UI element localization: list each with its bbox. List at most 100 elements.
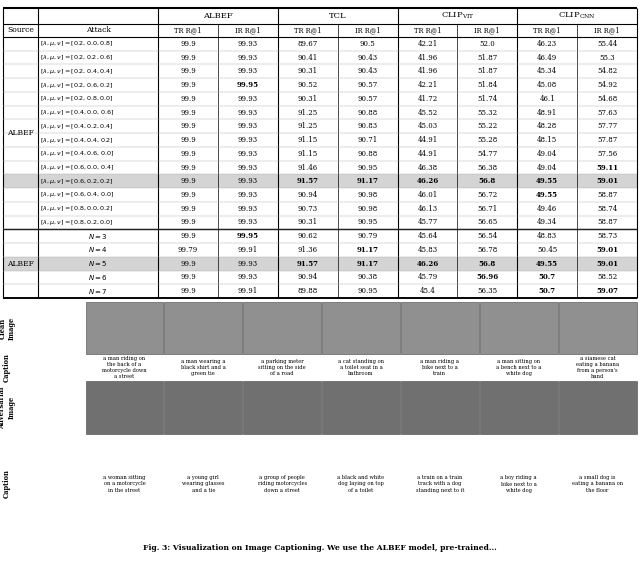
Text: $[\lambda, \mu, \nu] = [0.6, 0.2, 0.2]$: $[\lambda, \mu, \nu] = [0.6, 0.2, 0.2]$ — [40, 177, 113, 186]
Text: 91.15: 91.15 — [298, 136, 318, 144]
Text: 99.9: 99.9 — [180, 274, 196, 281]
Text: 90.94: 90.94 — [298, 191, 318, 199]
Text: $[\lambda, \mu, \nu] = [0.6, 0.4, 0.0]$: $[\lambda, \mu, \nu] = [0.6, 0.4, 0.0]$ — [40, 191, 114, 200]
Text: 99.91: 99.91 — [237, 246, 258, 254]
Text: TCL: TCL — [329, 12, 346, 20]
Text: 48.15: 48.15 — [537, 136, 557, 144]
Text: $[\lambda, \mu, \nu] = [0.4, 0.4, 0.2]$: $[\lambda, \mu, \nu] = [0.4, 0.4, 0.2]$ — [40, 135, 114, 144]
Text: 99.9: 99.9 — [180, 81, 196, 89]
Text: $[\lambda, \mu, \nu] = [0.4, 0.6, 0.0]$: $[\lambda, \mu, \nu] = [0.4, 0.6, 0.0]$ — [40, 149, 114, 158]
Text: 99.9: 99.9 — [180, 259, 196, 268]
Text: 51.74: 51.74 — [477, 95, 497, 103]
Bar — [480, 302, 557, 354]
Text: 56.8: 56.8 — [479, 259, 496, 268]
Text: 49.04: 49.04 — [537, 150, 557, 158]
Text: 54.82: 54.82 — [597, 67, 617, 76]
Text: 99.9: 99.9 — [180, 40, 196, 48]
Text: 52.0: 52.0 — [479, 40, 495, 48]
Text: 90.71: 90.71 — [357, 136, 378, 144]
Text: 46.26: 46.26 — [416, 259, 438, 268]
Text: 99.95: 99.95 — [237, 232, 259, 240]
Text: 50.7: 50.7 — [539, 287, 556, 295]
Text: 54.77: 54.77 — [477, 150, 497, 158]
Text: 90.79: 90.79 — [357, 232, 378, 240]
Text: 59.01: 59.01 — [596, 259, 618, 268]
Text: 56.96: 56.96 — [476, 274, 499, 281]
Text: 42.21: 42.21 — [417, 40, 438, 48]
Text: 99.9: 99.9 — [180, 164, 196, 171]
Text: 55.32: 55.32 — [477, 108, 497, 117]
Text: 99.9: 99.9 — [180, 177, 196, 185]
Text: 57.77: 57.77 — [597, 122, 617, 130]
Text: 45.34: 45.34 — [537, 67, 557, 76]
Text: 99.9: 99.9 — [180, 218, 196, 227]
Text: 99.9: 99.9 — [180, 136, 196, 144]
Text: 90.43: 90.43 — [358, 67, 378, 76]
Text: a group of people
riding motorcycles
down a street: a group of people riding motorcycles dow… — [257, 475, 307, 493]
Text: 91.57: 91.57 — [297, 177, 319, 185]
Text: 99.9: 99.9 — [180, 67, 196, 76]
Text: 91.25: 91.25 — [298, 122, 318, 130]
Text: 89.88: 89.88 — [298, 287, 318, 295]
Text: 99.93: 99.93 — [237, 177, 258, 185]
Text: 99.95: 99.95 — [237, 81, 259, 89]
Text: 49.55: 49.55 — [536, 259, 558, 268]
Text: 49.55: 49.55 — [536, 191, 558, 199]
Text: 99.93: 99.93 — [237, 95, 258, 103]
Text: 99.93: 99.93 — [237, 108, 258, 117]
Text: 58.73: 58.73 — [597, 232, 617, 240]
Text: 56.38: 56.38 — [477, 164, 497, 171]
Text: 91.15: 91.15 — [298, 150, 318, 158]
Text: 99.9: 99.9 — [180, 54, 196, 61]
Text: Source: Source — [7, 27, 34, 34]
Text: 49.46: 49.46 — [537, 205, 557, 213]
Text: 99.93: 99.93 — [237, 122, 258, 130]
Text: TR R@1: TR R@1 — [174, 27, 202, 34]
Text: 90.95: 90.95 — [357, 164, 378, 171]
Text: ALBEF: ALBEF — [203, 12, 233, 20]
Text: 45.52: 45.52 — [417, 108, 438, 117]
Text: 50.7: 50.7 — [539, 274, 556, 281]
Text: 58.52: 58.52 — [597, 274, 617, 281]
Text: 59.01: 59.01 — [596, 177, 618, 185]
Text: 57.56: 57.56 — [597, 150, 617, 158]
Text: $[\lambda, \mu, \nu] = [0.2, 0.8, 0.0]$: $[\lambda, \mu, \nu] = [0.2, 0.8, 0.0]$ — [40, 94, 114, 103]
Text: $[\lambda, \mu, \nu] = [0.2, 0.0, 0.8]$: $[\lambda, \mu, \nu] = [0.2, 0.0, 0.8]$ — [40, 39, 114, 49]
Text: 90.31: 90.31 — [298, 95, 317, 103]
Text: 99.93: 99.93 — [237, 40, 258, 48]
Text: ALBEF: ALBEF — [7, 129, 34, 137]
Text: 91.46: 91.46 — [298, 164, 318, 171]
Bar — [322, 302, 400, 354]
Text: a boy riding a
bike next to a
white dog: a boy riding a bike next to a white dog — [500, 475, 537, 493]
Text: 44.91: 44.91 — [417, 136, 438, 144]
Text: 90.62: 90.62 — [298, 232, 318, 240]
Text: a train on a train
track with a dog
standing next to it: a train on a train track with a dog stan… — [415, 475, 464, 493]
Text: 45.03: 45.03 — [417, 122, 438, 130]
Text: IR R@1: IR R@1 — [235, 27, 260, 34]
Bar — [559, 302, 637, 354]
Text: 48.28: 48.28 — [537, 122, 557, 130]
Text: 58.87: 58.87 — [597, 218, 617, 227]
Text: a man wearing a
black shirt and a
green tie: a man wearing a black shirt and a green … — [181, 359, 226, 376]
Text: 54.92: 54.92 — [597, 81, 617, 89]
Text: Caption: Caption — [3, 470, 11, 499]
Text: 59.01: 59.01 — [596, 246, 618, 254]
Text: 50.45: 50.45 — [537, 246, 557, 254]
Text: 90.95: 90.95 — [357, 218, 378, 227]
Text: $[\lambda, \mu, \nu] = [0.8, 0.2, 0.0]$: $[\lambda, \mu, \nu] = [0.8, 0.2, 0.0]$ — [40, 218, 114, 227]
Text: 91.17: 91.17 — [356, 246, 379, 254]
Bar — [164, 302, 242, 354]
Text: 90.88: 90.88 — [357, 150, 378, 158]
Text: $N = 4$: $N = 4$ — [88, 245, 108, 254]
Text: 99.93: 99.93 — [237, 54, 258, 61]
Text: a black and white
dog laying on top
of a toilet: a black and white dog laying on top of a… — [337, 475, 385, 493]
Text: 59.11: 59.11 — [596, 164, 618, 171]
Text: 51.87: 51.87 — [477, 54, 497, 61]
Text: 45.79: 45.79 — [417, 274, 438, 281]
Text: 54.68: 54.68 — [597, 95, 617, 103]
Text: 99.9: 99.9 — [180, 191, 196, 199]
Text: 90.41: 90.41 — [298, 54, 318, 61]
Text: 48.83: 48.83 — [537, 232, 557, 240]
Text: 41.96: 41.96 — [417, 54, 438, 61]
Text: 99.79: 99.79 — [178, 246, 198, 254]
